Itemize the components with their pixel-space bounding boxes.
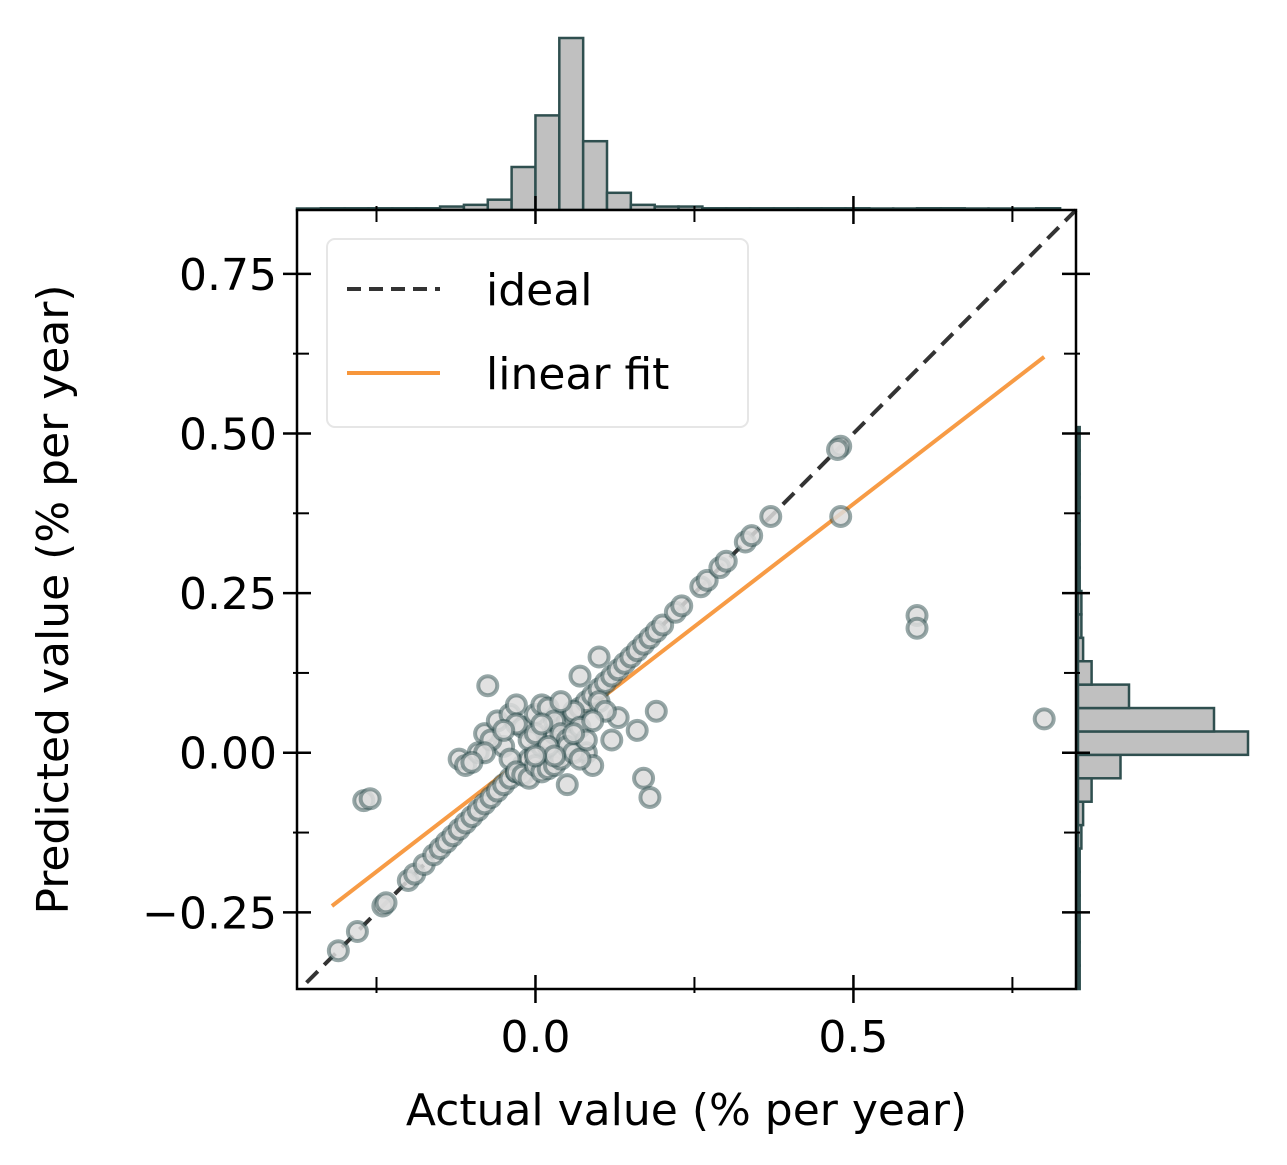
right-hist-bar (1076, 542, 1081, 569)
x-tick-label: 0.5 (818, 1012, 888, 1063)
right-hist-bar (1076, 659, 1093, 686)
tick-labels: 0.0 0.5 −0.25 0.00 0.25 0.50 0.75 (142, 250, 888, 1063)
right-hist-bar (1076, 917, 1081, 944)
right-hist-bar (1076, 589, 1083, 616)
y-tick-label: 0.00 (179, 729, 277, 780)
scatter-point (600, 728, 624, 752)
linear-fit-line (330, 355, 1046, 908)
scatter-point (581, 709, 605, 733)
top-hist-bar (558, 36, 585, 212)
scatter-point (740, 524, 764, 548)
right-hist-bar (1076, 519, 1081, 546)
plot-frame (295, 208, 1078, 991)
scatter-point (905, 616, 929, 640)
scatter-point (568, 664, 592, 688)
scatter-point (374, 891, 398, 915)
right-hist-bar (1076, 425, 1081, 452)
scatter-point (714, 549, 738, 573)
top-hist-bar (534, 114, 561, 212)
y-axis-label: Predicted value (% per year) (28, 284, 79, 914)
right-hist-bar (1076, 613, 1083, 640)
scatter-point (345, 920, 369, 944)
y-tick-label: 0.25 (179, 569, 277, 620)
legend-fit-label: linear fit (486, 349, 669, 400)
scatter-points (326, 434, 1056, 963)
scatter-point (625, 718, 649, 742)
scatter-point (460, 750, 484, 774)
x-axis-label: Actual value (% per year) (406, 1085, 967, 1136)
right-hist-bar (1076, 683, 1131, 710)
right-hist-bar (1076, 894, 1081, 921)
scatter-point (555, 773, 579, 797)
right-hist-bar (1076, 566, 1081, 593)
top-hist-bar (510, 165, 537, 212)
axis-ticks (283, 196, 1090, 1003)
right-hist-bar (1076, 636, 1085, 663)
right-hist-bar (1076, 870, 1081, 897)
right-hist-bar (1076, 847, 1081, 874)
scatter-point (826, 437, 850, 461)
right-hist-bar (1076, 472, 1081, 499)
right-hist-bar (1076, 777, 1093, 803)
scatter-point (568, 747, 592, 771)
scatter-point (523, 744, 547, 768)
scatter-point (829, 504, 853, 528)
scatter-point (326, 939, 350, 963)
x-tick-label: 0.0 (500, 1012, 570, 1063)
scatter-point (549, 690, 573, 714)
scatter-point (358, 787, 382, 811)
scatter-point (587, 645, 611, 669)
right-hist-bar (1076, 800, 1085, 827)
right-hist-bar (1076, 449, 1081, 476)
right-hist-bar (1076, 753, 1122, 780)
scatter-point (492, 718, 516, 742)
scatter-point (530, 712, 554, 736)
right-hist-bar (1076, 940, 1081, 967)
legend: ideal linear fit (326, 238, 749, 428)
right-hist-bar (1076, 496, 1081, 523)
top-hist-bar (605, 191, 633, 212)
top-hist-bar (581, 139, 609, 212)
top-marginal-histogram (295, 36, 1062, 212)
y-tick-label: 0.50 (179, 409, 277, 460)
legend-ideal-label: ideal (486, 265, 592, 316)
right-hist-bar (1076, 730, 1250, 757)
scatter-point (632, 766, 656, 790)
scatter-point (638, 785, 662, 809)
right-hist-bar (1076, 706, 1216, 733)
scatter-point (644, 699, 668, 723)
y-tick-label: 0.75 (179, 250, 277, 301)
scatter-point (543, 744, 567, 768)
scatter-point (562, 722, 586, 746)
right-marginal-histogram (1076, 425, 1250, 991)
y-tick-label: −0.25 (142, 888, 277, 939)
scatter-point (476, 674, 500, 698)
scatter-point (1032, 707, 1056, 731)
right-hist-bar (1076, 823, 1083, 850)
scatter-point (504, 693, 528, 717)
right-hist-bar (1076, 964, 1081, 991)
scatter-point (759, 504, 783, 528)
legend-box (326, 238, 749, 428)
scatter-point (670, 594, 694, 618)
top-hist-bar (486, 198, 513, 212)
